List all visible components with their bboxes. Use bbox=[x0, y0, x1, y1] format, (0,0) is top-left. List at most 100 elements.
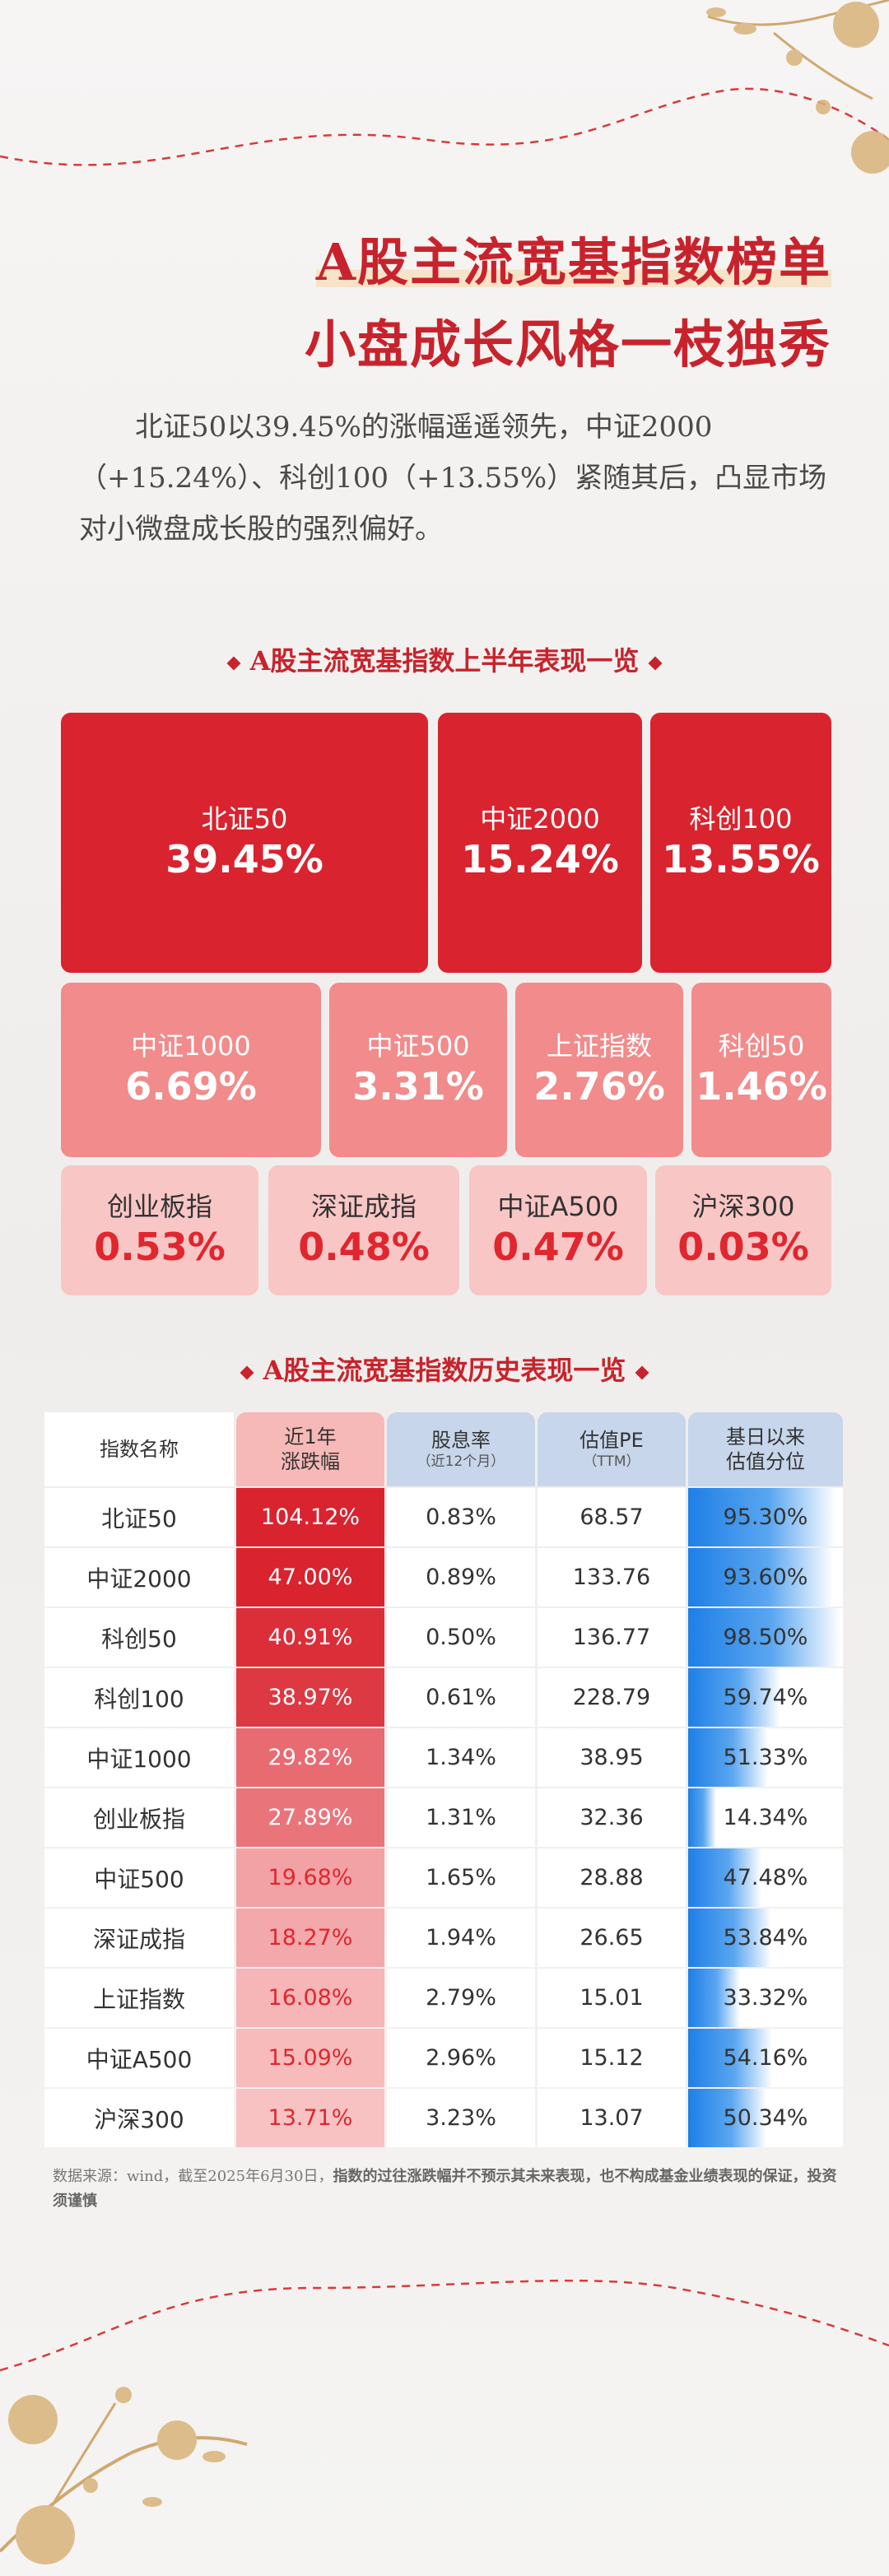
diamond-icon bbox=[226, 656, 241, 670]
dividend-cell: 0.83% bbox=[387, 1488, 535, 1546]
percentile-bar bbox=[688, 2029, 772, 2087]
percentile-value: 51.33% bbox=[723, 1745, 808, 1770]
bottom-decoration bbox=[0, 2279, 889, 2564]
top-decoration bbox=[0, 0, 889, 174]
table-row: 科创50 40.91% 0.50% 136.77 98.50% bbox=[44, 1608, 843, 1667]
table-row: 上证指数 16.08% 2.79% 15.01 33.32% bbox=[44, 1969, 843, 2027]
percentile-cell: 51.33% bbox=[688, 1728, 843, 1787]
index-name-cell: 深证成指 bbox=[44, 1909, 234, 1967]
section-title-history: A股主流宽基指数历史表现一览 bbox=[0, 1350, 889, 1388]
percentile-value: 93.60% bbox=[723, 1565, 808, 1590]
percentile-value: 14.34% bbox=[723, 1805, 808, 1830]
percentile-cell: 93.60% bbox=[688, 1548, 843, 1607]
return-cell: 104.12% bbox=[236, 1488, 384, 1546]
table-row: 创业板指 27.89% 1.31% 32.36 14.34% bbox=[44, 1788, 843, 1847]
tile-chuangyeban: 创业板指 0.53% bbox=[61, 1165, 258, 1295]
section-title-first-half: A股主流宽基指数上半年表现一览 bbox=[0, 640, 889, 678]
intro-paragraph: 北证50以39.45%的涨幅遥遥领先，中证2000（+15.24%）、科创100… bbox=[79, 411, 827, 546]
tile-shenzheng: 深证成指 0.48% bbox=[268, 1165, 459, 1295]
dividend-cell: 0.89% bbox=[387, 1548, 535, 1607]
percentile-value: 95.30% bbox=[723, 1504, 808, 1530]
return-cell: 38.97% bbox=[236, 1668, 384, 1727]
table-row: 北证50 104.12% 0.83% 68.57 95.30% bbox=[44, 1488, 843, 1546]
return-cell: 18.27% bbox=[236, 1909, 384, 1967]
tile-kechuang100: 科创100 13.55% bbox=[650, 713, 831, 973]
return-cell: 15.09% bbox=[236, 2029, 384, 2087]
table-row: 中证500 19.68% 1.65% 28.88 47.48% bbox=[44, 1848, 843, 1907]
table-row: 中证1000 29.82% 1.34% 38.95 51.33% bbox=[44, 1728, 843, 1787]
pe-cell: 136.77 bbox=[538, 1608, 686, 1667]
percentile-value: 54.16% bbox=[723, 2045, 808, 2071]
tile-beizheng50: 北证50 39.45% bbox=[61, 713, 428, 973]
page-title: A股主流宽基指数榜单 bbox=[315, 232, 831, 292]
percentile-value: 98.50% bbox=[723, 1625, 808, 1650]
percentile-bar bbox=[688, 1728, 768, 1787]
header-pe: 估值PE （TTM） bbox=[538, 1412, 686, 1486]
percentile-bar bbox=[688, 1909, 772, 1967]
header-index-name: 指数名称 bbox=[44, 1412, 234, 1486]
percentile-bar bbox=[688, 1969, 740, 2027]
percentile-value: 50.34% bbox=[723, 2105, 808, 2131]
tile-zhongzheng1000: 中证1000 6.69% bbox=[61, 983, 321, 1157]
pe-cell: 26.65 bbox=[538, 1909, 686, 1967]
percentile-cell: 50.34% bbox=[688, 2089, 843, 2147]
return-cell: 13.71% bbox=[236, 2089, 384, 2147]
dividend-cell: 1.65% bbox=[387, 1848, 535, 1907]
index-name-cell: 中证500 bbox=[44, 1848, 234, 1907]
percentile-value: 33.32% bbox=[723, 1985, 808, 2011]
diamond-icon bbox=[240, 1365, 254, 1379]
dividend-cell: 1.94% bbox=[387, 1909, 535, 1967]
percentile-bar bbox=[688, 1548, 833, 1607]
percentile-cell: 47.48% bbox=[688, 1848, 843, 1907]
percentile-bar bbox=[688, 2089, 766, 2147]
return-cell: 40.91% bbox=[236, 1608, 384, 1667]
index-name-cell: 中证A500 bbox=[44, 2029, 234, 2087]
index-name-cell: 创业板指 bbox=[44, 1788, 234, 1847]
table-row: 沪深300 13.71% 3.23% 13.07 50.34% bbox=[44, 2089, 843, 2147]
pe-cell: 28.88 bbox=[538, 1848, 686, 1907]
return-cell: 19.68% bbox=[236, 1848, 384, 1907]
percentile-cell: 33.32% bbox=[688, 1969, 843, 2027]
pe-cell: 13.07 bbox=[538, 2089, 686, 2147]
pe-cell: 133.76 bbox=[538, 1548, 686, 1607]
pe-cell: 15.01 bbox=[538, 1969, 686, 2027]
percentile-bar bbox=[688, 1488, 836, 1546]
index-name-cell: 科创100 bbox=[44, 1668, 234, 1727]
pe-cell: 32.36 bbox=[538, 1788, 686, 1847]
dividend-cell: 0.50% bbox=[387, 1608, 535, 1667]
index-name-cell: 沪深300 bbox=[44, 2089, 234, 2147]
return-cell: 47.00% bbox=[236, 1548, 384, 1607]
percentile-bar bbox=[688, 1668, 781, 1727]
index-name-cell: 科创50 bbox=[44, 1608, 234, 1667]
percentile-bar bbox=[688, 1788, 716, 1847]
header-valuation-percentile: 基日以来 估值分位 bbox=[688, 1412, 843, 1486]
percentile-cell: 54.16% bbox=[688, 2029, 843, 2087]
table-row: 深证成指 18.27% 1.94% 26.65 53.84% bbox=[44, 1909, 843, 1967]
page-subtitle: 小盘成长风格一枝独秀 bbox=[304, 314, 831, 374]
dividend-cell: 3.23% bbox=[387, 2089, 535, 2147]
index-name-cell: 中证1000 bbox=[44, 1728, 234, 1787]
pe-cell: 15.12 bbox=[538, 2029, 686, 2087]
table-row: 中证2000 47.00% 0.89% 133.76 93.60% bbox=[44, 1548, 843, 1607]
tile-kechuang50: 科创50 1.46% bbox=[691, 983, 831, 1157]
tile-zhongzheng2000: 中证2000 15.24% bbox=[438, 713, 642, 973]
table-row: 中证A500 15.09% 2.96% 15.12 54.16% bbox=[44, 2029, 843, 2087]
percentile-bar bbox=[688, 1608, 841, 1667]
pe-cell: 228.79 bbox=[538, 1668, 686, 1727]
dividend-cell: 2.79% bbox=[387, 1969, 535, 2027]
tile-hushen300: 沪深300 0.03% bbox=[655, 1165, 831, 1295]
dividend-cell: 2.96% bbox=[387, 2029, 535, 2087]
dividend-cell: 1.31% bbox=[387, 1788, 535, 1847]
tile-shangzheng: 上证指数 2.76% bbox=[515, 983, 683, 1157]
percentile-cell: 14.34% bbox=[688, 1788, 843, 1847]
percentile-cell: 53.84% bbox=[688, 1909, 843, 1967]
dividend-cell: 1.34% bbox=[387, 1728, 535, 1787]
percentile-cell: 98.50% bbox=[688, 1608, 843, 1667]
pe-cell: 68.57 bbox=[538, 1488, 686, 1546]
index-name-cell: 北证50 bbox=[44, 1488, 234, 1546]
percentile-cell: 95.30% bbox=[688, 1488, 843, 1546]
header-dividend-yield: 股息率 （近12个月） bbox=[387, 1412, 535, 1486]
index-name-cell: 上证指数 bbox=[44, 1969, 234, 2027]
pe-cell: 38.95 bbox=[538, 1728, 686, 1787]
